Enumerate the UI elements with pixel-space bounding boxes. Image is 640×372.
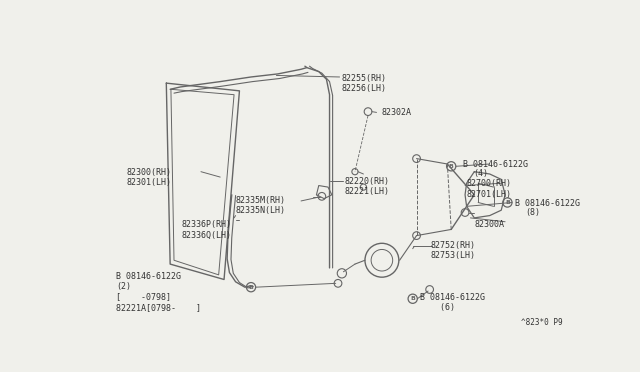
Text: (8): (8) [525,208,540,217]
Text: B: B [410,296,415,301]
Text: 82302A: 82302A [382,108,412,117]
Text: B: B [505,200,510,205]
Text: ^823*0 P9: ^823*0 P9 [521,318,563,327]
Text: 82300(RH)
82301(LH): 82300(RH) 82301(LH) [126,168,172,187]
Text: 82752(RH)
82753(LH): 82752(RH) 82753(LH) [431,241,476,260]
Text: (4): (4) [473,169,488,179]
Text: 82220(RH)
82221(LH): 82220(RH) 82221(LH) [345,177,390,196]
Text: 82300A: 82300A [474,220,504,229]
Text: 82255(RH)
82256(LH): 82255(RH) 82256(LH) [342,74,387,93]
Text: B 08146-6122G
(2)
[    -0798]
82221A[0798-    ]: B 08146-6122G (2) [ -0798] 82221A[0798- … [116,272,201,312]
Text: B 08146-6122G: B 08146-6122G [463,160,528,169]
Text: 82336P(RH)
82336Q(LH): 82336P(RH) 82336Q(LH) [182,220,232,240]
Text: B 08146-6122G: B 08146-6122G [515,199,580,208]
Text: B: B [248,285,253,290]
Text: B: B [449,164,454,169]
Text: 82700(RH)
82701(LH): 82700(RH) 82701(LH) [467,179,511,199]
Text: 82335M(RH)
82335N(LH): 82335M(RH) 82335N(LH) [236,196,285,215]
Text: B 08146-6122G
    (6): B 08146-6122G (6) [420,293,485,312]
